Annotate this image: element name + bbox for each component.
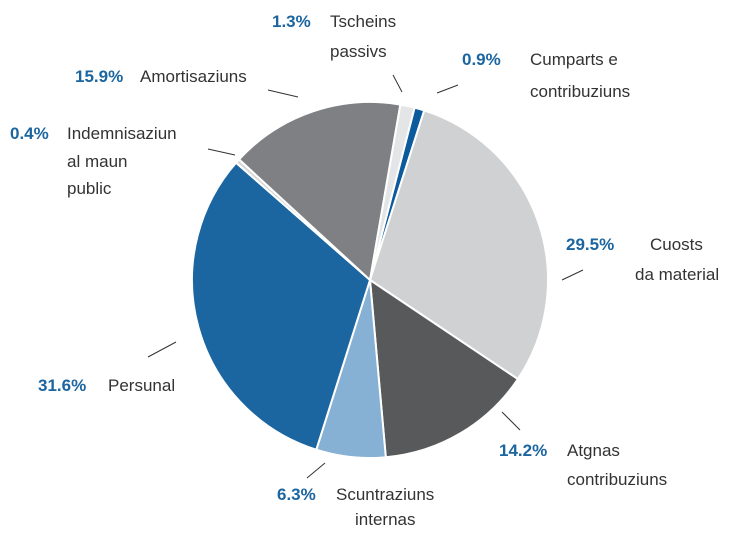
pie-slice [237, 101, 402, 282]
value-label: 15.9% [75, 67, 123, 86]
leader-line [501, 411, 521, 431]
slice-label: Cumparts e [530, 50, 618, 69]
slice-label: Cuosts [650, 235, 703, 254]
slice-label: contribuziuns [530, 82, 630, 101]
value-label: 0.9% [462, 50, 501, 69]
leader-line [306, 462, 326, 479]
slice-label: Indemnisaziun [67, 124, 177, 143]
pie-slice [191, 161, 372, 451]
slice-label: Amortisaziuns [140, 67, 247, 86]
leader-line [392, 74, 403, 93]
slice-label: Persunal [108, 376, 175, 395]
value-label: 31.6% [38, 376, 86, 395]
slice-label: passivs [330, 42, 387, 61]
leader-line [561, 269, 584, 281]
value-label: 29.5% [566, 235, 614, 254]
slice-label: Tscheins [330, 12, 396, 31]
pie-slice [368, 109, 549, 381]
pie-slice [369, 103, 416, 281]
slice-label: Scuntraziuns [336, 485, 434, 504]
slice-label: contribuziuns [567, 470, 667, 489]
pie-slice [368, 278, 520, 459]
slice-label: da material [635, 265, 719, 284]
slice-label: public [67, 179, 112, 198]
leader-line [267, 89, 299, 98]
leader-line [207, 148, 236, 156]
slice-label: internas [355, 510, 415, 529]
leader-line [436, 84, 459, 94]
value-label: 6.3% [277, 485, 316, 504]
slice-label: al maun [67, 152, 127, 171]
value-label: 14.2% [499, 441, 547, 460]
value-label: 0.4% [10, 124, 49, 143]
leader-line [147, 341, 177, 358]
slice-label: Atgnas [567, 441, 620, 460]
value-label: 1.3% [272, 12, 311, 31]
